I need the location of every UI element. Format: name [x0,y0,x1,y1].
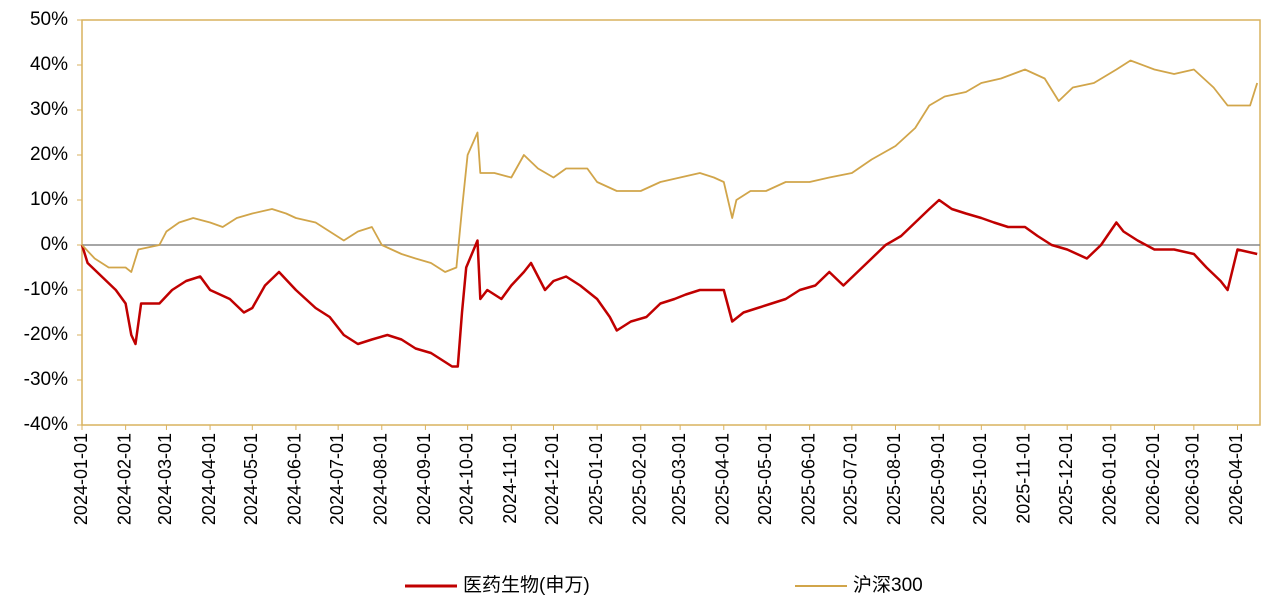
x-tick-label: 2026-04-01 [1226,433,1246,525]
y-tick-label: -40% [24,414,68,435]
x-tick-label: 2024-05-01 [241,433,261,525]
x-tick-label: 2025-06-01 [798,433,818,525]
x-tick-label: 2025-10-01 [970,433,990,525]
x-tick-label: 2025-01-01 [586,433,606,525]
series-line [80,198,1258,368]
x-tick-label: 2024-01-01 [71,433,91,525]
legend-label: 沪深300 [853,574,923,596]
x-tick-label: 2024-04-01 [199,433,219,525]
x-tick-label: 2026-02-01 [1143,433,1163,525]
x-tick-label: 2024-12-01 [542,433,562,525]
y-tick-label: -30% [24,369,68,390]
x-tick-label: 2024-10-01 [456,433,476,525]
x-tick-label: 2025-04-01 [713,433,733,525]
y-tick-label: 30% [30,99,68,120]
x-tick-label: 2025-08-01 [884,433,904,525]
x-tick-label: 2024-06-01 [285,433,305,525]
legend-label: 医药生物(申万) [463,574,590,596]
x-tick-label: 2025-03-01 [669,433,689,525]
plot-frame [81,19,1261,426]
y-tick-label: -10% [24,279,68,300]
x-tick-label: 2024-03-01 [155,433,175,525]
x-tick-label: 2026-01-01 [1100,433,1120,525]
y-tick-label: 40% [30,54,68,75]
y-tick-label: 0% [41,234,69,255]
x-tick-label: 2025-02-01 [629,433,649,525]
x-tick-label: 2025-11-01 [1014,433,1034,524]
y-tick-label: 20% [30,144,68,165]
x-tick-label: 2024-07-01 [327,433,347,525]
y-tick-label: 50% [30,9,68,30]
x-tick-label: 2024-09-01 [414,433,434,525]
series-line [81,59,1259,273]
x-tick-label: 2025-05-01 [755,433,775,525]
y-tick-label: -20% [24,324,68,345]
x-tick-label: 2025-12-01 [1056,433,1076,525]
y-tick-label: 10% [30,189,68,210]
x-tick-label: 2024-02-01 [114,433,134,525]
x-tick-label: 2024-08-01 [371,433,391,525]
x-tick-label: 2025-07-01 [841,433,861,525]
x-tick-label: 2024-11-01 [500,433,520,524]
x-tick-label: 2026-03-01 [1183,433,1203,525]
x-tick-label: 2025-09-01 [928,433,948,525]
